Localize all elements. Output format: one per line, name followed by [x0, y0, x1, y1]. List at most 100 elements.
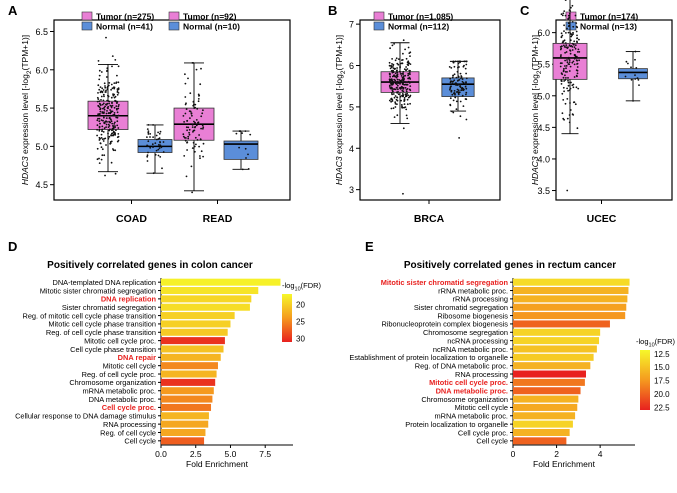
data-point [576, 66, 579, 68]
data-point [196, 139, 199, 141]
data-point [98, 125, 101, 128]
data-point [101, 91, 104, 94]
data-point [562, 86, 565, 89]
data-point [572, 33, 574, 35]
data-point [103, 116, 105, 119]
data-point [458, 60, 461, 63]
x-tick-label: 2.5 [190, 449, 202, 459]
data-point [573, 101, 576, 104]
data-point [146, 128, 149, 131]
enrichment-bar [161, 387, 214, 395]
data-point [110, 110, 113, 113]
data-point [568, 9, 571, 12]
data-point [152, 146, 154, 149]
data-point [198, 134, 201, 136]
data-point [114, 125, 116, 127]
data-point [396, 103, 398, 106]
data-point [406, 92, 408, 95]
data-point [399, 62, 402, 65]
y-tick-label: 6.0 [537, 28, 550, 38]
legend-swatch-normal [565, 21, 577, 31]
category-label: Reg. of DNA metabolic proc. [415, 361, 508, 370]
data-point [110, 83, 113, 86]
data-point [99, 122, 101, 125]
data-point [573, 63, 576, 66]
data-point [568, 61, 571, 63]
data-point [198, 145, 201, 148]
data-point [389, 47, 391, 50]
data-point [238, 146, 241, 149]
x-category-label: READ [203, 213, 233, 225]
data-point [103, 137, 106, 140]
data-point [461, 94, 464, 97]
data-point [459, 85, 461, 88]
data-point [103, 154, 106, 157]
data-point [191, 61, 194, 64]
data-point [107, 95, 110, 98]
data-point [569, 45, 572, 48]
data-point [111, 127, 114, 130]
data-point [390, 66, 393, 69]
data-point [102, 119, 104, 122]
data-point [399, 71, 402, 73]
data-point [404, 106, 407, 108]
data-point [409, 81, 411, 84]
data-point [113, 112, 116, 114]
data-point [396, 71, 398, 74]
data-point [401, 62, 404, 65]
data-point [193, 120, 195, 123]
data-point [638, 84, 640, 86]
data-point [147, 133, 150, 135]
data-point [108, 112, 110, 114]
data-point [114, 121, 116, 124]
legend-title-post: (FDR) [655, 337, 676, 346]
data-point [570, 35, 573, 38]
data-point [562, 12, 565, 15]
y-tick-label: 5.5 [537, 60, 550, 70]
data-point [453, 90, 456, 92]
data-point [576, 26, 579, 29]
data-point [391, 58, 393, 60]
data-point [202, 126, 205, 129]
data-point [107, 123, 110, 126]
y-tick-label: 3 [349, 185, 354, 195]
data-point [574, 103, 577, 106]
enrichment-bar [161, 428, 206, 436]
data-point [395, 57, 398, 60]
panel-label-a: A [8, 3, 18, 18]
data-point [115, 116, 118, 119]
data-point [563, 30, 565, 32]
data-point [102, 107, 104, 110]
category-label: Mitotic cell cycle phase transition [48, 320, 156, 329]
data-point [392, 63, 395, 66]
data-point [568, 12, 571, 15]
data-point [400, 85, 403, 88]
data-point [401, 93, 404, 95]
data-point [182, 135, 185, 138]
box-normal-brca [441, 60, 475, 139]
data-point [403, 98, 406, 101]
x-tick-label: 7.5 [259, 449, 271, 459]
data-point [392, 71, 395, 73]
category-label: Chromosome organization [69, 378, 156, 387]
x-tick-label: 2 [554, 449, 559, 459]
data-point [149, 136, 151, 138]
data-point [568, 70, 571, 72]
data-point [103, 111, 105, 113]
data-point [563, 24, 565, 27]
data-point [452, 75, 454, 77]
data-point [184, 96, 187, 98]
data-point [249, 133, 252, 136]
data-point [186, 120, 189, 122]
data-point [572, 86, 575, 89]
data-point [393, 88, 396, 90]
data-point [103, 108, 106, 111]
data-point [402, 39, 405, 42]
data-point [114, 59, 117, 61]
data-point [192, 141, 195, 144]
data-point [455, 100, 458, 103]
data-point [116, 124, 119, 127]
data-points [182, 61, 205, 194]
legend-swatch-normal [81, 21, 93, 31]
